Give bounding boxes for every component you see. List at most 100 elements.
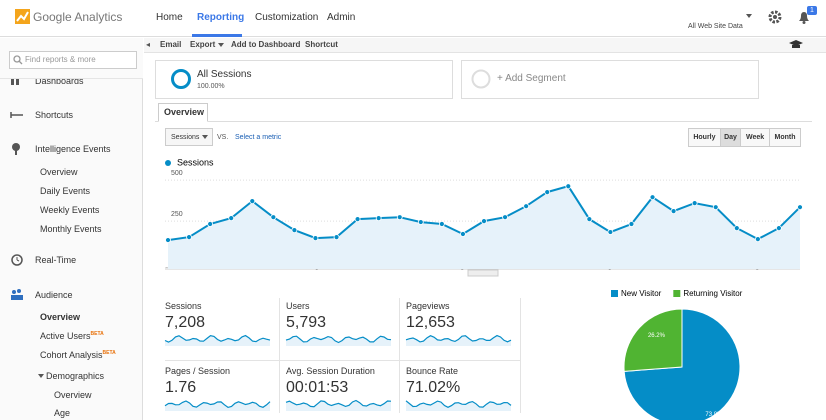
segment-circle xyxy=(171,69,191,89)
toolbar-button[interactable]: Export xyxy=(190,40,225,49)
nav-home[interactable]: Home xyxy=(156,12,183,23)
nav-subitem[interactable]: Overview xyxy=(40,167,78,177)
y-tick-label: 250 xyxy=(171,211,183,218)
toolbar-button[interactable]: Shortcut xyxy=(305,40,338,49)
sparkline xyxy=(165,335,270,346)
data-point xyxy=(396,214,403,221)
data-point xyxy=(544,189,551,196)
nav-item[interactable]: Shortcuts xyxy=(35,110,74,120)
legend-label: Sessions xyxy=(177,157,214,167)
data-point xyxy=(670,208,677,215)
toolbar-label: Export xyxy=(190,40,216,49)
account-name[interactable]: All Web Site Data xyxy=(688,23,743,30)
expand-caret[interactable] xyxy=(38,374,44,378)
data-point xyxy=(628,221,635,227)
sidebar xyxy=(0,38,143,420)
metric-value: 5,793 xyxy=(286,314,327,331)
data-point xyxy=(228,215,235,222)
sidebar-icons xyxy=(10,79,23,300)
data-point xyxy=(333,234,340,241)
period-switch: Hourly Day Week Month xyxy=(688,128,801,147)
toolbar-button[interactable]: Add to Dashboard xyxy=(231,40,301,49)
search-icon xyxy=(13,55,23,65)
nav-item[interactable]: Dashboards xyxy=(35,76,84,86)
toolbar-button[interactable]: Email xyxy=(160,40,182,49)
collapse-arrow[interactable]: ◂ xyxy=(146,40,151,49)
metric-label: Sessions xyxy=(165,301,202,311)
sparkline xyxy=(164,334,271,343)
nav-item[interactable]: Real-Time xyxy=(35,255,77,265)
y-tick-label: 500 xyxy=(171,170,183,177)
nav-subitem[interactable]: Monthly Events xyxy=(40,224,102,234)
data-point xyxy=(523,203,530,210)
metric-label: Avg. Session Duration xyxy=(286,366,375,376)
data-point xyxy=(691,200,698,206)
tab-label: Overview xyxy=(164,107,205,117)
nav-subitem[interactable]: Cohort AnalysisBETA xyxy=(40,351,116,360)
account-caret[interactable] xyxy=(746,14,752,18)
tile-divider xyxy=(399,298,400,413)
pie-slice xyxy=(623,308,683,372)
tab-rule xyxy=(155,121,812,122)
logo-icon xyxy=(15,9,30,24)
data-point xyxy=(733,225,740,232)
metric-value: 00:01:53 xyxy=(286,379,349,396)
period-button[interactable]: Week xyxy=(741,129,771,146)
search-box[interactable] xyxy=(9,51,137,69)
nav-subitem[interactable]: Active UsersBETA xyxy=(40,332,104,341)
tab[interactable] xyxy=(158,103,208,122)
sparkline xyxy=(165,401,270,411)
segment-circle-empty xyxy=(471,69,491,89)
period-button-active[interactable]: Day xyxy=(720,129,742,146)
dropdown-caret xyxy=(202,135,209,140)
slice-label: 73.8% xyxy=(705,412,723,418)
settings-icon[interactable] xyxy=(768,10,782,24)
data-point xyxy=(417,219,424,225)
help-cap-icon[interactable] xyxy=(789,40,803,50)
period-button[interactable]: Month xyxy=(770,129,800,146)
data-point xyxy=(586,216,593,223)
metric-select[interactable]: Sessions xyxy=(165,128,213,146)
nav-admin[interactable]: Admin xyxy=(327,12,356,23)
data-point xyxy=(291,227,298,233)
data-point xyxy=(502,214,508,221)
metric-value: 1.76 xyxy=(165,379,197,396)
tile-divider xyxy=(279,298,280,413)
legend-label: New Visitor xyxy=(621,289,662,298)
data-point xyxy=(649,194,656,201)
nav-label: Cohort Analysis xyxy=(40,350,103,360)
nav-subitem[interactable]: Weekly Events xyxy=(40,205,100,215)
metric-value: 71.02% xyxy=(406,379,461,396)
bell-icon[interactable] xyxy=(797,10,811,24)
nav-item[interactable]: Intelligence Events xyxy=(35,144,111,154)
data-point xyxy=(797,204,803,211)
nav-subitem-active[interactable]: Overview xyxy=(40,312,81,322)
add-segment-card[interactable] xyxy=(461,60,759,99)
add-segment[interactable]: + Add Segment xyxy=(497,73,566,84)
nav-reporting[interactable]: Reporting xyxy=(197,12,245,23)
nav-subitem[interactable]: Demographics xyxy=(46,371,105,381)
metric-select-label: Sessions xyxy=(171,134,200,141)
nav-label: Active Users xyxy=(40,331,91,341)
nav-item[interactable]: Audience xyxy=(35,290,73,300)
data-point xyxy=(312,235,319,242)
nav-customization[interactable]: Customization xyxy=(255,12,319,23)
period-button[interactable]: Hourly xyxy=(689,129,721,146)
nav-subitem[interactable]: Age xyxy=(54,408,71,418)
data-point xyxy=(207,221,214,227)
select-metric-link[interactable]: Select a metric xyxy=(235,134,282,141)
segment-card[interactable] xyxy=(155,60,453,99)
sparkline xyxy=(405,334,512,343)
segment-name: All Sessions xyxy=(197,69,252,80)
legend-label: Returning Visitor xyxy=(683,289,742,298)
nav-subitem[interactable]: Daily Events xyxy=(40,186,91,196)
nav-subitem[interactable]: Overview xyxy=(54,390,92,400)
sparkline xyxy=(406,400,511,411)
sparkline xyxy=(164,400,271,409)
data-point xyxy=(460,231,466,237)
metric-label: Pageviews xyxy=(406,301,450,311)
data-point xyxy=(607,229,614,235)
data-point xyxy=(375,215,382,222)
tile-divider xyxy=(520,298,521,413)
